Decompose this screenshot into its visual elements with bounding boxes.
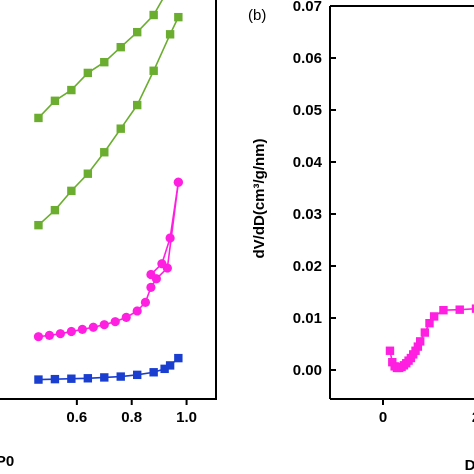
series-3-point-3: [173, 177, 183, 187]
y-tick-label: 0.01: [293, 310, 322, 327]
series-3-point-2: [165, 233, 175, 243]
panel-b: 0.00 0.01 0.02 0.03 0.04 0.05 0.06 0.07 0 2 dV/dD(…: [248, 0, 474, 474]
series-4-point-7: [149, 368, 158, 377]
series-4-point-10: [174, 353, 183, 363]
series-0-point-3: [83, 169, 93, 178]
y-tick-label: 0.06: [293, 50, 322, 67]
series-1-point-16: [429, 312, 439, 321]
series-2-point-10: [140, 297, 151, 307]
series-1-point-14: [420, 328, 430, 337]
x-tick-label: 2: [472, 409, 474, 426]
series-1-point-15: [425, 319, 434, 328]
panel-a: 0.6 0.8 1.0 P/P0: [0, 0, 217, 470]
series-4-point-8: [160, 364, 169, 374]
series-2-point-1: [44, 330, 55, 340]
series-0-point-5: [116, 124, 125, 133]
series-2-point-2: [55, 329, 65, 339]
x-tick-label: 0: [379, 409, 387, 426]
series-1-point-19: [471, 304, 474, 313]
series-4-point-3: [83, 374, 93, 383]
series-2-point-0: [33, 332, 44, 342]
series-0-point-8: [165, 30, 175, 39]
y-tick-label: 0.00: [293, 362, 322, 379]
series-2-point-11: [146, 282, 156, 292]
series-0-line: [37, 16, 180, 226]
series-4-point-4: [100, 373, 109, 382]
series-4-point-0: [34, 375, 43, 384]
series-0-point-0: [34, 220, 43, 230]
panel-label: (b): [248, 7, 266, 24]
x-tick-label: 0.8: [121, 409, 142, 426]
series-1-point-1: [50, 96, 60, 105]
series-2-point-9: [132, 306, 142, 316]
y-tick-label: 0.03: [293, 206, 322, 223]
series-3-point-0: [146, 269, 156, 280]
series-1-point-13: [416, 337, 425, 346]
series-1-point-5: [116, 42, 125, 52]
y-tick-label: 0.02: [293, 258, 322, 275]
x-tick-label: 1.0: [176, 409, 197, 426]
series-1-point-7: [149, 10, 158, 20]
x-tick-label: 0.6: [66, 409, 87, 426]
x-axis-label: D: [465, 457, 474, 474]
series-4-point-2: [67, 374, 76, 383]
series-4-point-6: [133, 370, 142, 380]
x-axis-label: P/P0: [0, 453, 14, 470]
series-0-point-6: [133, 100, 142, 110]
series-1-point-12: [413, 342, 423, 351]
series-1-point-2: [67, 85, 76, 95]
y-tick-label: 0.07: [293, 0, 322, 15]
series-2-point-7: [110, 317, 120, 327]
series-1-point-3: [83, 68, 93, 78]
series-0-point-7: [149, 66, 158, 75]
series-3-point-1: [157, 259, 167, 269]
series-4-point-9: [165, 361, 175, 370]
series-2-point-6: [99, 320, 109, 330]
series-4-point-1: [50, 374, 60, 384]
series-2-point-3: [66, 326, 76, 337]
series-0-point-2: [67, 186, 76, 196]
series-3-line: [150, 182, 180, 276]
series-1-point-17: [439, 306, 448, 315]
series-2-point-4: [77, 324, 87, 334]
series-4-point-5: [116, 372, 125, 381]
series-2-point-5: [88, 322, 98, 332]
y-tick-label: 0.04: [293, 154, 323, 171]
series-1-point-4: [100, 57, 109, 67]
series-1-line: [37, 0, 164, 119]
axes-frame: [0, 0, 217, 400]
series-0-point-1: [50, 205, 60, 215]
series-0-point-9: [174, 12, 183, 22]
y-axis-label: dV/dD(cm³/g/nm): [251, 139, 268, 259]
series-1-point-0: [34, 113, 43, 123]
series-1-point-6: [133, 27, 142, 37]
series-1-point-18: [455, 305, 464, 314]
series-2-point-8: [121, 312, 131, 322]
y-tick-label: 0.05: [293, 102, 322, 119]
series-1-point-0: [385, 346, 395, 355]
series-0-point-4: [100, 148, 109, 157]
